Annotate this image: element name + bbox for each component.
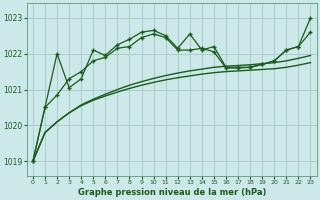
X-axis label: Graphe pression niveau de la mer (hPa): Graphe pression niveau de la mer (hPa) — [77, 188, 266, 197]
